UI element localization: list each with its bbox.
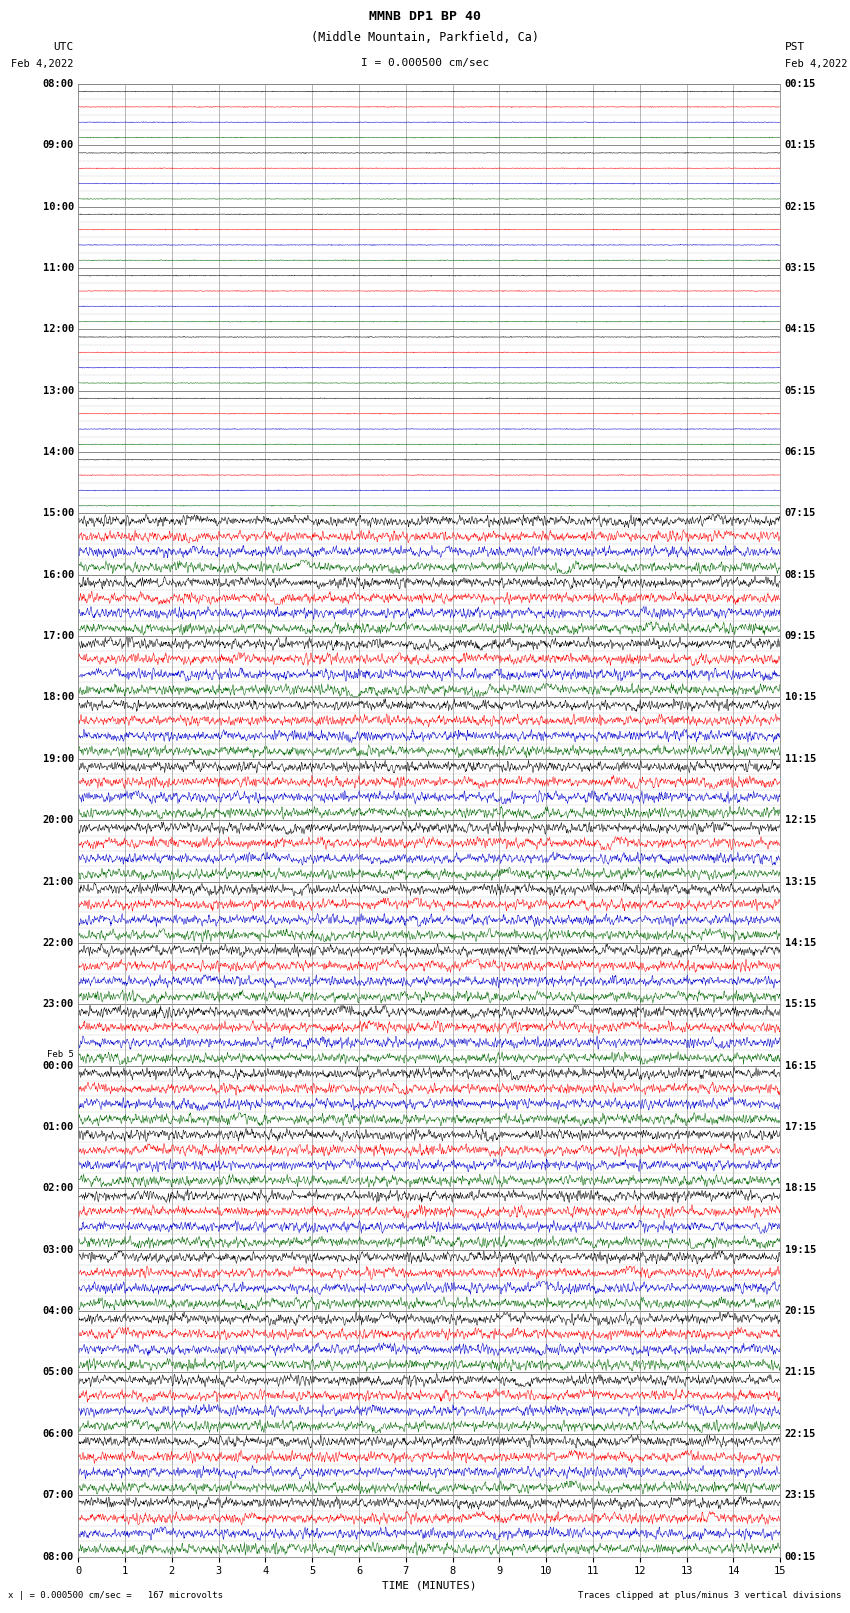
Text: Feb 4,2022: Feb 4,2022 [785, 60, 847, 69]
Text: 04:00: 04:00 [42, 1307, 74, 1316]
Text: 15:00: 15:00 [42, 508, 74, 518]
Text: 01:15: 01:15 [785, 140, 816, 150]
Text: MMNB DP1 BP 40: MMNB DP1 BP 40 [369, 10, 481, 23]
Text: 18:00: 18:00 [42, 692, 74, 703]
Text: 13:15: 13:15 [785, 876, 816, 887]
Text: 09:00: 09:00 [42, 140, 74, 150]
Text: 00:15: 00:15 [785, 1552, 816, 1561]
Text: 21:15: 21:15 [785, 1368, 816, 1378]
Text: 06:00: 06:00 [42, 1429, 74, 1439]
Text: 00:00: 00:00 [42, 1061, 74, 1071]
Text: PST: PST [785, 42, 805, 52]
Text: 18:15: 18:15 [785, 1184, 816, 1194]
Text: 17:00: 17:00 [42, 631, 74, 640]
Text: 02:00: 02:00 [42, 1184, 74, 1194]
Text: Traces clipped at plus/minus 3 vertical divisions: Traces clipped at plus/minus 3 vertical … [578, 1590, 842, 1600]
Text: 12:15: 12:15 [785, 815, 816, 826]
Text: 09:15: 09:15 [785, 631, 816, 640]
Text: 07:15: 07:15 [785, 508, 816, 518]
Text: 08:15: 08:15 [785, 569, 816, 579]
Text: 10:00: 10:00 [42, 202, 74, 211]
Text: 06:15: 06:15 [785, 447, 816, 456]
Text: 23:15: 23:15 [785, 1490, 816, 1500]
Text: 04:15: 04:15 [785, 324, 816, 334]
Text: 05:15: 05:15 [785, 386, 816, 395]
Text: 11:00: 11:00 [42, 263, 74, 273]
Text: 08:00: 08:00 [42, 79, 74, 89]
Text: 19:00: 19:00 [42, 753, 74, 765]
Text: 16:15: 16:15 [785, 1061, 816, 1071]
Text: 22:00: 22:00 [42, 937, 74, 948]
Text: (Middle Mountain, Parkfield, Ca): (Middle Mountain, Parkfield, Ca) [311, 31, 539, 44]
Text: 19:15: 19:15 [785, 1245, 816, 1255]
Text: I = 0.000500 cm/sec: I = 0.000500 cm/sec [361, 58, 489, 68]
Text: 03:15: 03:15 [785, 263, 816, 273]
Text: 23:00: 23:00 [42, 1000, 74, 1010]
Text: 13:00: 13:00 [42, 386, 74, 395]
Text: 17:15: 17:15 [785, 1123, 816, 1132]
Text: 01:00: 01:00 [42, 1123, 74, 1132]
Text: 10:15: 10:15 [785, 692, 816, 703]
Text: x | = 0.000500 cm/sec =   167 microvolts: x | = 0.000500 cm/sec = 167 microvolts [8, 1590, 224, 1600]
Text: 16:00: 16:00 [42, 569, 74, 579]
Text: 00:15: 00:15 [785, 79, 816, 89]
Text: UTC: UTC [54, 42, 74, 52]
X-axis label: TIME (MINUTES): TIME (MINUTES) [382, 1581, 477, 1590]
Text: 20:00: 20:00 [42, 815, 74, 826]
Text: 22:15: 22:15 [785, 1429, 816, 1439]
Text: Feb 5: Feb 5 [47, 1050, 74, 1058]
Text: 20:15: 20:15 [785, 1307, 816, 1316]
Text: 11:15: 11:15 [785, 753, 816, 765]
Text: 02:15: 02:15 [785, 202, 816, 211]
Text: 07:00: 07:00 [42, 1490, 74, 1500]
Text: 21:00: 21:00 [42, 876, 74, 887]
Text: 05:00: 05:00 [42, 1368, 74, 1378]
Text: 14:15: 14:15 [785, 937, 816, 948]
Text: 12:00: 12:00 [42, 324, 74, 334]
Text: Feb 4,2022: Feb 4,2022 [11, 60, 74, 69]
Text: 15:15: 15:15 [785, 1000, 816, 1010]
Text: 03:00: 03:00 [42, 1245, 74, 1255]
Text: 08:00: 08:00 [42, 1552, 74, 1561]
Text: 14:00: 14:00 [42, 447, 74, 456]
